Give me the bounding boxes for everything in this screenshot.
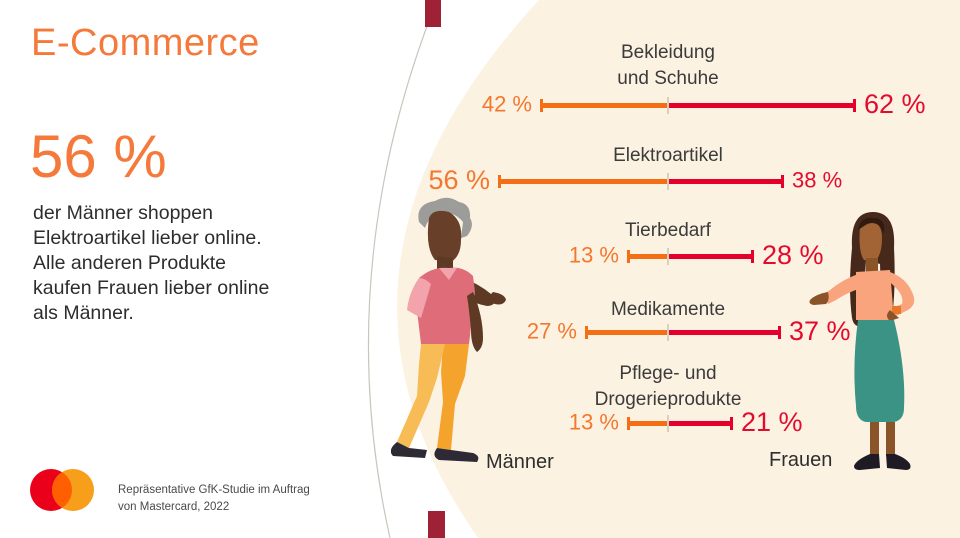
bar-frauen-cap xyxy=(778,326,781,339)
bar-frauen-cap xyxy=(730,417,733,430)
maenner-value: 13 % xyxy=(568,242,619,268)
category-label-line: und Schuhe xyxy=(617,68,719,89)
frauen-value: 37 % xyxy=(789,315,851,346)
bar-center-tick xyxy=(667,324,669,341)
category-label-line: Elektroartikel xyxy=(613,145,723,166)
category-label: Pflege- und Drogerieprodukte xyxy=(468,361,868,413)
bar-maenner-cap xyxy=(540,99,543,112)
stat-value: 56 % xyxy=(30,123,167,190)
woman-extended-sleeve xyxy=(824,274,862,304)
bar-center-tick xyxy=(667,415,669,432)
man-lower-arm xyxy=(467,292,483,352)
man-head xyxy=(427,210,462,262)
man-shirt-sleeve xyxy=(407,278,431,318)
man-shirt-collar xyxy=(439,268,457,280)
frauen-value: 21 % xyxy=(741,406,803,437)
category-label-line: Drogerieprodukte xyxy=(594,389,742,410)
maenner-value: 42 % xyxy=(481,91,532,117)
man-pants-left-leg xyxy=(397,344,445,448)
source-line-2: von Mastercard, 2022 xyxy=(118,501,230,513)
bar-maenner-segment xyxy=(500,179,668,184)
maenner-value: 56 % xyxy=(428,164,490,195)
bar-maenner-cap xyxy=(585,326,588,339)
man-pants-right-leg xyxy=(437,344,469,450)
woman-face xyxy=(859,222,882,262)
maenner-value: 13 % xyxy=(568,409,619,435)
category-label: Medikamente xyxy=(468,297,868,323)
logo-circle-overlap xyxy=(52,469,72,511)
bar-maenner-segment xyxy=(542,103,668,108)
woman-illustration xyxy=(809,212,915,470)
bar-maenner-segment xyxy=(587,330,668,335)
source-text: Repräsentative GfK-Studie im Auftrag von… xyxy=(118,482,310,516)
bar-maenner-cap xyxy=(498,175,501,188)
man-shoe-right xyxy=(434,448,479,462)
category-label: Elektroartikel xyxy=(468,143,868,169)
frauen-value: 62 % xyxy=(864,88,926,119)
category-label-line: Tierbedarf xyxy=(625,220,711,241)
bar-frauen-cap xyxy=(853,99,856,112)
woman-leg-left xyxy=(870,422,879,456)
curve-line xyxy=(367,0,438,538)
category-label: Tierbedarf xyxy=(468,218,868,244)
source-line-1: Repräsentative GfK-Studie im Auftrag xyxy=(118,484,310,496)
bar-frauen-cap xyxy=(781,175,784,188)
woman-neck xyxy=(866,258,878,272)
man-illustration xyxy=(391,197,506,462)
bar-center-tick xyxy=(667,248,669,265)
maenner-value: 27 % xyxy=(526,318,577,344)
legend-male-label: Männer xyxy=(486,451,554,473)
bar-maenner-segment xyxy=(629,421,668,426)
frauen-value: 38 % xyxy=(792,167,843,193)
bar-center-tick xyxy=(667,97,669,114)
mastercard-logo-icon xyxy=(30,469,94,511)
category-label-line: Pflege- und xyxy=(619,363,717,384)
red-tab-bottom xyxy=(428,511,445,538)
woman-blouse xyxy=(856,270,894,320)
woman-cuff xyxy=(892,306,901,314)
man-shoe-left xyxy=(391,442,427,458)
bar-frauen-cap xyxy=(751,250,754,263)
bar-frauen-segment xyxy=(668,254,752,259)
woman-leg-right xyxy=(886,422,895,456)
bar-maenner-cap xyxy=(627,250,630,263)
category-label-line: Bekleidung xyxy=(620,42,716,63)
woman-heel-left xyxy=(854,454,880,470)
woman-hip-hand xyxy=(887,310,899,321)
woman-akimbo-arm xyxy=(888,272,915,316)
frauen-value: 28 % xyxy=(762,239,824,270)
woman-fringe xyxy=(858,217,885,234)
red-tab-top xyxy=(425,0,441,27)
bar-center-tick xyxy=(667,173,669,190)
page-title: E-Commerce xyxy=(31,22,260,64)
category-label: Bekleidung und Schuhe xyxy=(468,40,868,92)
woman-extended-hand xyxy=(809,292,829,305)
bar-maenner-cap xyxy=(627,417,630,430)
legend-female-label: Frauen xyxy=(769,449,833,471)
bar-frauen-segment xyxy=(668,421,731,426)
woman-heel-right xyxy=(886,454,911,470)
bar-maenner-segment xyxy=(629,254,668,259)
bar-frauen-segment xyxy=(668,330,779,335)
woman-skirt xyxy=(854,320,905,422)
bar-frauen-segment xyxy=(668,179,782,184)
stat-description: der Männer shoppen Elektroartikel lieber… xyxy=(33,202,270,324)
bar-frauen-segment xyxy=(668,103,854,108)
cream-blob xyxy=(397,0,960,538)
man-hand xyxy=(489,292,506,305)
man-hair xyxy=(418,197,472,238)
category-label-line: Medikamente xyxy=(610,299,726,320)
